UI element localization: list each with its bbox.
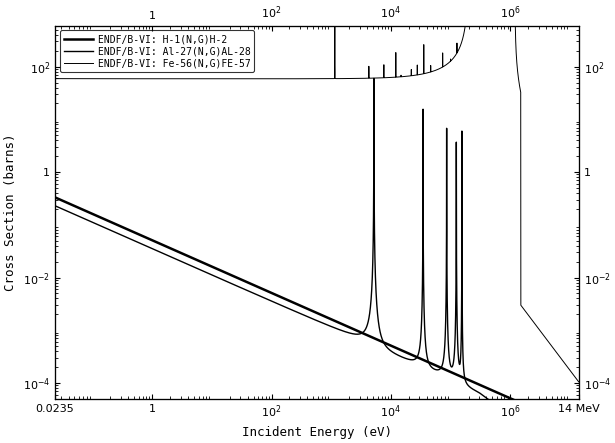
ENDF/B-VI: H-1(N,G)H-2: (1.4e+07, 4e-05): H-1(N,G)H-2: (1.4e+07, 4e-05) (575, 401, 582, 407)
ENDF/B-VI: H-1(N,G)H-2: (9.91e+05, 5.11e-05): H-1(N,G)H-2: (9.91e+05, 5.11e-05) (506, 396, 514, 401)
Line: ENDF/B-VI: Al-27(N,G)AL-28: ENDF/B-VI: Al-27(N,G)AL-28 (55, 78, 579, 404)
ENDF/B-VI: Al-27(N,G)AL-28: (9.93e+05, 4e-05): Al-27(N,G)AL-28: (9.93e+05, 4e-05) (506, 401, 514, 407)
ENDF/B-VI: Fe-56(N,G)FE-57: (9.36e+03, 62.2): Fe-56(N,G)FE-57: (9.36e+03, 62.2) (386, 75, 393, 80)
ENDF/B-VI: Fe-56(N,G)FE-57: (0.0235, 59.3): Fe-56(N,G)FE-57: (0.0235, 59.3) (51, 76, 58, 81)
ENDF/B-VI: Fe-56(N,G)FE-57: (1.34e+07, 0.000112): Fe-56(N,G)FE-57: (1.34e+07, 0.000112) (574, 377, 581, 383)
ENDF/B-VI: H-1(N,G)H-2: (1.74e+06, 4e-05): H-1(N,G)H-2: (1.74e+06, 4e-05) (521, 401, 528, 407)
ENDF/B-VI: H-1(N,G)H-2: (1.06e+07, 4e-05): H-1(N,G)H-2: (1.06e+07, 4e-05) (568, 401, 575, 407)
ENDF/B-VI: Al-27(N,G)AL-28: (1.74e+06, 4e-05): Al-27(N,G)AL-28: (1.74e+06, 4e-05) (521, 401, 528, 407)
ENDF/B-VI: H-1(N,G)H-2: (0.0235, 0.332): H-1(N,G)H-2: (0.0235, 0.332) (51, 194, 58, 200)
Line: ENDF/B-VI: H-1(N,G)H-2: ENDF/B-VI: H-1(N,G)H-2 (55, 197, 579, 404)
ENDF/B-VI: Al-27(N,G)AL-28: (0.0235, 0.23): Al-27(N,G)AL-28: (0.0235, 0.23) (51, 203, 58, 208)
X-axis label: Incident Energy (eV): Incident Energy (eV) (242, 426, 392, 439)
ENDF/B-VI: Al-27(N,G)AL-28: (1.34e+07, 4e-05): Al-27(N,G)AL-28: (1.34e+07, 4e-05) (574, 401, 581, 407)
Line: ENDF/B-VI: Fe-56(N,G)FE-57: ENDF/B-VI: Fe-56(N,G)FE-57 (55, 0, 579, 382)
ENDF/B-VI: H-1(N,G)H-2: (207, 0.00353): H-1(N,G)H-2: (207, 0.00353) (287, 299, 294, 304)
ENDF/B-VI: Fe-56(N,G)FE-57: (1.06e+07, 0.000159): Fe-56(N,G)FE-57: (1.06e+07, 0.000159) (568, 369, 575, 375)
ENDF/B-VI: Al-27(N,G)AL-28: (207, 0.00249): Al-27(N,G)AL-28: (207, 0.00249) (287, 307, 294, 312)
ENDF/B-VI: H-1(N,G)H-2: (9.36e+03, 0.000526): H-1(N,G)H-2: (9.36e+03, 0.000526) (386, 342, 393, 348)
ENDF/B-VI: H-1(N,G)H-2: (1.62e+06, 4e-05): H-1(N,G)H-2: (1.62e+06, 4e-05) (519, 401, 526, 407)
ENDF/B-VI: Al-27(N,G)AL-28: (1.4e+07, 4e-05): Al-27(N,G)AL-28: (1.4e+07, 4e-05) (575, 401, 582, 407)
ENDF/B-VI: Fe-56(N,G)FE-57: (1.74e+06, 0.0024): Fe-56(N,G)FE-57: (1.74e+06, 0.0024) (521, 307, 528, 313)
Y-axis label: Cross Section (barns): Cross Section (barns) (4, 133, 17, 291)
ENDF/B-VI: Al-27(N,G)AL-28: (5.2e+03, 59.8): Al-27(N,G)AL-28: (5.2e+03, 59.8) (370, 76, 378, 81)
ENDF/B-VI: Fe-56(N,G)FE-57: (1.4e+07, 0.000105): Fe-56(N,G)FE-57: (1.4e+07, 0.000105) (575, 379, 582, 385)
ENDF/B-VI: H-1(N,G)H-2: (1.34e+07, 4e-05): H-1(N,G)H-2: (1.34e+07, 4e-05) (574, 401, 581, 407)
ENDF/B-VI: Al-27(N,G)AL-28: (9.37e+03, 0.000431): Al-27(N,G)AL-28: (9.37e+03, 0.000431) (386, 347, 393, 352)
Legend: ENDF/B-VI: H-1(N,G)H-2, ENDF/B-VI: Al-27(N,G)AL-28, ENDF/B-VI: Fe-56(N,G)FE-57: ENDF/B-VI: H-1(N,G)H-2, ENDF/B-VI: Al-27… (60, 31, 255, 72)
ENDF/B-VI: Al-27(N,G)AL-28: (5.48e+05, 4e-05): Al-27(N,G)AL-28: (5.48e+05, 4e-05) (491, 401, 498, 407)
ENDF/B-VI: Al-27(N,G)AL-28: (1.06e+07, 4e-05): Al-27(N,G)AL-28: (1.06e+07, 4e-05) (568, 401, 575, 407)
ENDF/B-VI: Fe-56(N,G)FE-57: (207, 58.9): Fe-56(N,G)FE-57: (207, 58.9) (287, 76, 294, 82)
